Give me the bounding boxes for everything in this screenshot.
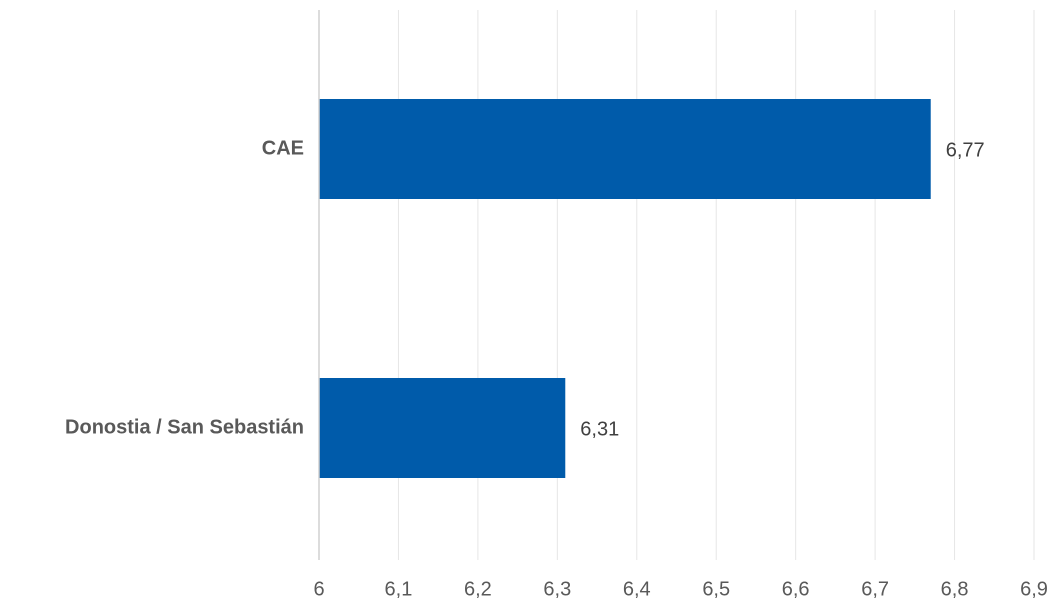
- x-tick-label: 6: [313, 578, 324, 600]
- x-tick-label: 6,2: [464, 578, 492, 600]
- x-tick-label: 6,8: [941, 578, 969, 600]
- bar: [319, 99, 931, 199]
- category-label: Donostia / San Sebastián: [65, 416, 304, 438]
- data-labels: 6,77 6,31: [580, 139, 984, 440]
- x-tick-label: 6,5: [702, 578, 730, 600]
- x-tick-label: 6,1: [385, 578, 413, 600]
- bars: [319, 99, 931, 478]
- x-tick-label: 6,4: [623, 578, 651, 600]
- x-tick-label: 6,6: [782, 578, 810, 600]
- x-tick-label: 6,7: [861, 578, 889, 600]
- category-label: CAE: [262, 137, 304, 159]
- x-tick-labels: 6 6,1 6,2 6,3 6,4 6,5 6,6 6,7 6,8 6,9: [313, 578, 1047, 600]
- data-label: 6,77: [946, 139, 985, 161]
- x-tick-label: 6,9: [1020, 578, 1048, 600]
- bar: [319, 378, 566, 478]
- x-tick-label: 6,3: [543, 578, 571, 600]
- data-label: 6,31: [580, 418, 619, 440]
- category-labels: CAE Donostia / San Sebastián: [65, 137, 304, 438]
